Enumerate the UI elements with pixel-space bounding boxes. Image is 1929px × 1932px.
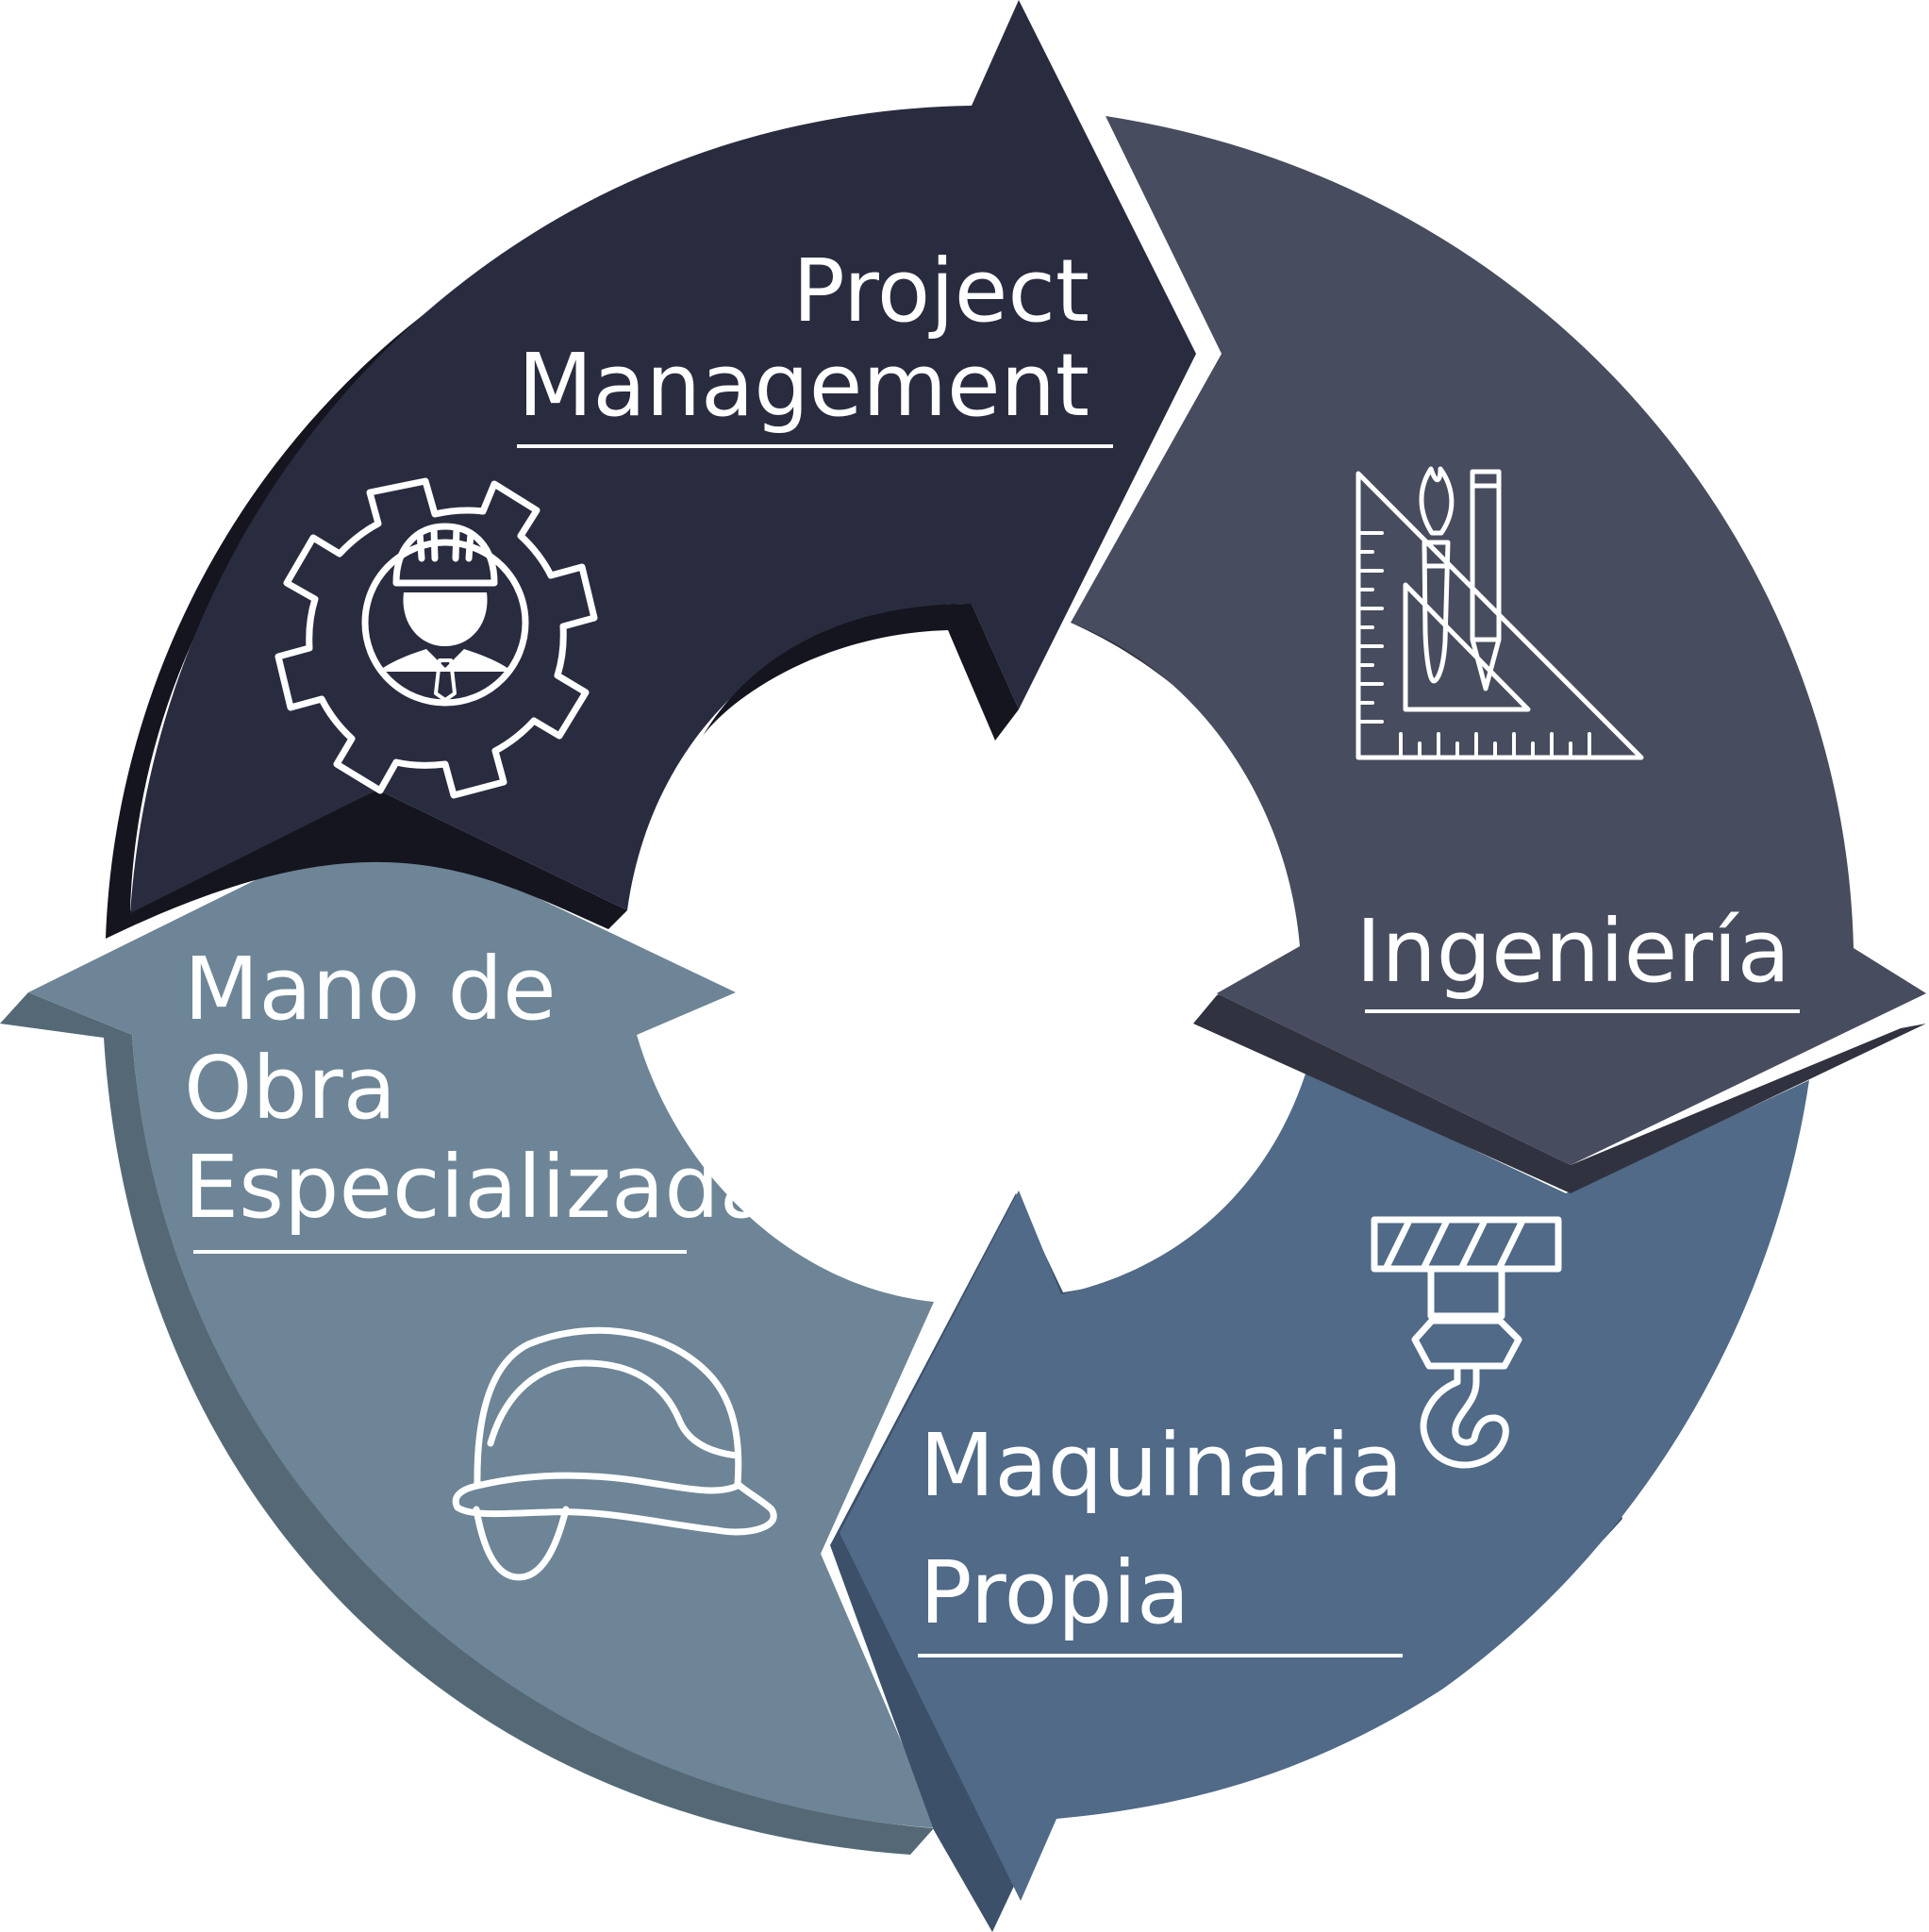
segment-mano-de-obra xyxy=(0,821,939,1855)
drafting-tools-icon xyxy=(1355,466,1644,760)
hard-hat-icon xyxy=(452,1326,777,1581)
segment-mano-de-obra-body xyxy=(28,821,939,1828)
label-maquinaria-line2: Propia xyxy=(920,1542,1189,1643)
label-mano-de-obra-line2: Obra xyxy=(184,1038,396,1139)
segment-ingenieria-shade xyxy=(1071,623,1926,1193)
segment-maquinaria-propia-body xyxy=(840,1071,1809,1901)
segment-ingenieria xyxy=(1071,116,1926,1193)
label-mano-de-obra-line3: Especializada xyxy=(184,1137,773,1238)
segment-project-management-edge xyxy=(703,604,1019,741)
label-project-management-line2: Management xyxy=(518,335,1089,436)
engineer-gear-icon xyxy=(274,477,598,799)
segment-mano-de-obra-shade xyxy=(0,992,934,1855)
segment-project-management xyxy=(106,0,1196,939)
label-mano-de-obra-line1: Mano de xyxy=(184,939,557,1040)
crane-hook-icon xyxy=(1371,1216,1562,1469)
label-maquinaria-line1: Maquinaria xyxy=(920,1415,1403,1516)
segment-maquinaria-propia xyxy=(830,1071,1809,1932)
label-project-management-line1: Project xyxy=(792,241,1089,341)
label-ingenieria: Ingeniería xyxy=(1355,901,1790,1002)
